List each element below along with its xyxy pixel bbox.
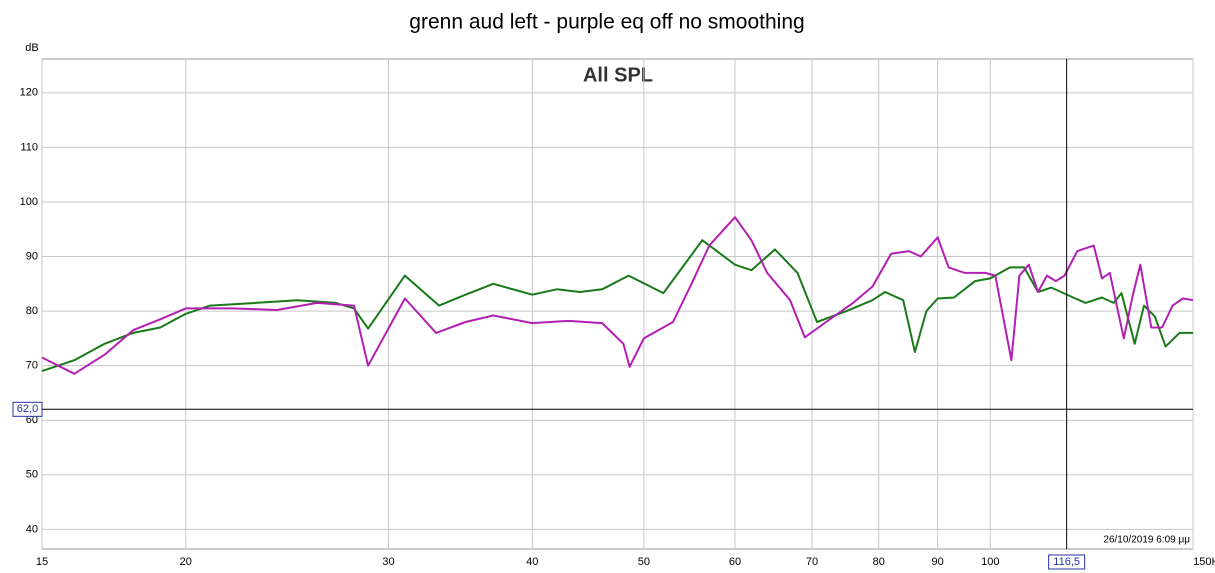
y-tick-label: 60 <box>26 414 38 426</box>
cursor-x-box <box>1048 554 1086 570</box>
chart-title: grenn aud left - purple eq off no smooth… <box>409 11 804 34</box>
timestamp: 26/10/2019 6:09 μμ <box>1103 535 1190 546</box>
plot-subtitle: All SPL <box>583 64 653 86</box>
y-tick-label: 120 <box>20 87 38 99</box>
x-tick-label: 90 <box>932 556 944 568</box>
x-tick-label: 30 <box>382 556 394 568</box>
y-tick-label: 70 <box>26 360 38 372</box>
series-line <box>41 239 1193 373</box>
y-tick-label: 50 <box>26 469 38 481</box>
y-axis-label: dB <box>25 42 38 54</box>
cursor-y-label: 62,0 <box>17 403 38 415</box>
y-tick-label: 40 <box>26 523 38 535</box>
x-tick-label: 40 <box>526 556 538 568</box>
x-tick-label: 20 <box>180 556 192 568</box>
y-tick-label: 100 <box>20 196 38 208</box>
series-line <box>41 216 1194 375</box>
x-tick-label: 60 <box>729 556 741 568</box>
x-tick-label: 50 <box>638 556 650 568</box>
x-tick-label: 70 <box>806 556 818 568</box>
y-tick-label: 90 <box>26 250 38 262</box>
cursor-y-box <box>12 401 43 417</box>
y-tick-label: 80 <box>26 305 38 317</box>
x-tick-label: 100 <box>981 556 999 568</box>
x-tick-label: 80 <box>873 556 885 568</box>
cursor-x-label: 116,5 <box>1053 556 1080 568</box>
x-tick-label: 15 <box>36 556 48 568</box>
x-tick-label: 150Hz <box>1193 556 1215 568</box>
y-tick-label: 110 <box>20 141 38 153</box>
